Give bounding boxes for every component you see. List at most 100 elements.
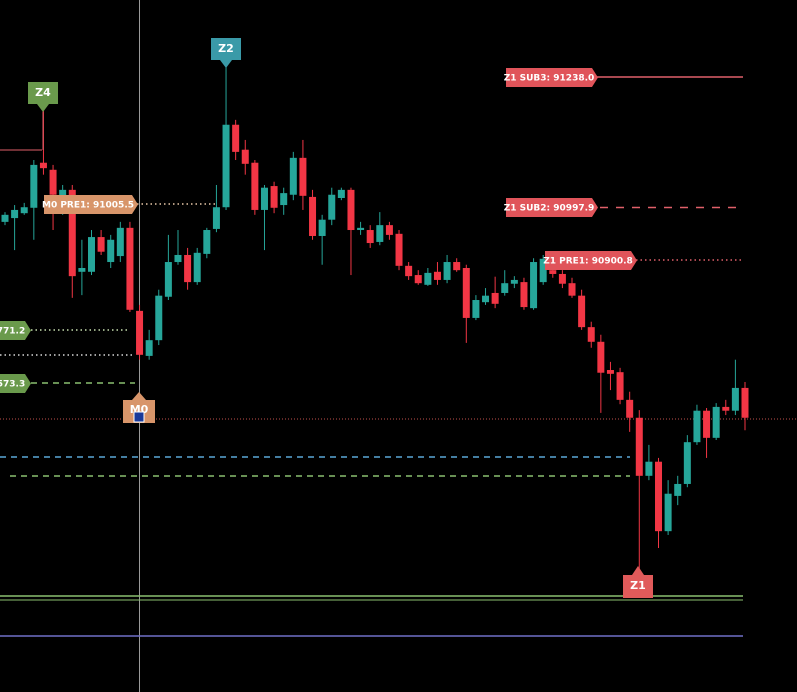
level-tag: [506, 68, 598, 87]
candle-body: [693, 410, 701, 443]
candle-body: [549, 270, 557, 274]
candle-body: [174, 254, 182, 263]
candle-body: [347, 189, 355, 231]
candle-body: [597, 341, 605, 373]
candle-body: [558, 273, 566, 284]
candle-body: [212, 207, 220, 229]
candles: [1, 65, 749, 571]
candle-body: [443, 262, 451, 280]
candle-body: [39, 162, 47, 169]
level-label: 573.3: [0, 380, 25, 390]
candle-body: [116, 227, 124, 257]
candle-body: [530, 262, 538, 309]
level-tag: [545, 251, 637, 270]
level-tag: [506, 198, 598, 217]
candle-body: [703, 410, 711, 438]
candle-body: [655, 461, 663, 532]
candle-body: [289, 157, 297, 195]
candle-body: [635, 417, 643, 476]
candle-body: [78, 267, 86, 272]
level-tag: [0, 321, 31, 340]
candle-body: [193, 252, 201, 283]
candle-body: [683, 442, 691, 484]
marker-tag: [123, 392, 155, 423]
candle-body: [232, 124, 240, 152]
candle-body: [126, 227, 134, 310]
level-tag: [0, 374, 31, 393]
candle-body: [722, 406, 730, 411]
candle-body: [405, 265, 413, 277]
cursor-icon: [133, 411, 145, 423]
candle-body: [1, 214, 9, 222]
candle-body: [270, 186, 278, 208]
marker-label: Z4: [35, 86, 51, 99]
level-label: Z1 PRE1: 90900.8: [543, 257, 633, 267]
candle-body: [482, 295, 490, 303]
candle-body: [510, 279, 518, 284]
candle-body: [433, 271, 441, 280]
candle-body: [366, 230, 374, 244]
candle-body: [385, 225, 393, 235]
candle-body: [491, 292, 499, 304]
candle-body: [741, 387, 749, 418]
candle-body: [184, 254, 192, 283]
candle-body: [145, 340, 153, 356]
candle-body: [309, 196, 317, 236]
candle-body: [414, 275, 422, 284]
candle-body: [587, 327, 595, 342]
candle-body: [472, 300, 480, 318]
candle-body: [203, 230, 211, 254]
candle-body: [712, 406, 720, 438]
candle-body: [20, 207, 28, 214]
candle-body: [462, 267, 470, 318]
marker-tag: [211, 38, 241, 68]
candle-body: [280, 193, 288, 206]
candle-body: [68, 189, 76, 277]
labels: Z4 Z2 Z1 M0 M0 PRE1: 91005.5 Z1 SUB3: 91…: [0, 38, 653, 598]
candle-body: [606, 370, 614, 374]
candle-body: [241, 149, 249, 164]
candle-body: [328, 194, 336, 220]
marker-label: Z1: [630, 579, 646, 592]
candle-body: [453, 262, 461, 271]
level-label: Z1 SUB3: 91238.0: [504, 74, 595, 84]
marker-tag: [623, 566, 653, 598]
candle-body: [520, 282, 528, 308]
candle-body: [30, 164, 38, 208]
candle-body: [299, 157, 307, 196]
candle-body: [97, 237, 105, 252]
candle-body: [155, 295, 163, 341]
candle-body: [164, 262, 172, 297]
candle-body: [222, 124, 230, 208]
candle-body: [49, 169, 57, 195]
marker-label: Z2: [218, 42, 234, 55]
level-tag: [44, 195, 138, 214]
candle-body: [616, 372, 624, 400]
candle-body: [664, 493, 672, 532]
candle-body: [337, 189, 345, 199]
candle-body: [578, 295, 586, 328]
candle-body: [87, 237, 95, 272]
candle-body: [376, 225, 384, 242]
candle-body: [501, 283, 509, 293]
candle-body: [626, 399, 634, 418]
level-label: Z1 SUB2: 90997.9: [504, 204, 595, 214]
level-label: 771.2: [0, 327, 25, 337]
candle-body: [424, 272, 432, 285]
candle-body: [731, 387, 739, 411]
candle-body: [136, 310, 144, 355]
candle-body: [260, 187, 268, 210]
candle-body: [251, 162, 259, 210]
candle-body: [107, 239, 115, 263]
candle-body: [568, 283, 576, 296]
level-label: M0 PRE1: 91005.5: [42, 201, 134, 211]
candle-body: [318, 219, 326, 236]
candle-body: [357, 227, 365, 231]
candle-body: [674, 483, 682, 496]
candle-body: [395, 233, 403, 266]
candle-body: [11, 209, 19, 219]
candle-body: [645, 461, 653, 476]
marker-tag: [28, 82, 58, 112]
